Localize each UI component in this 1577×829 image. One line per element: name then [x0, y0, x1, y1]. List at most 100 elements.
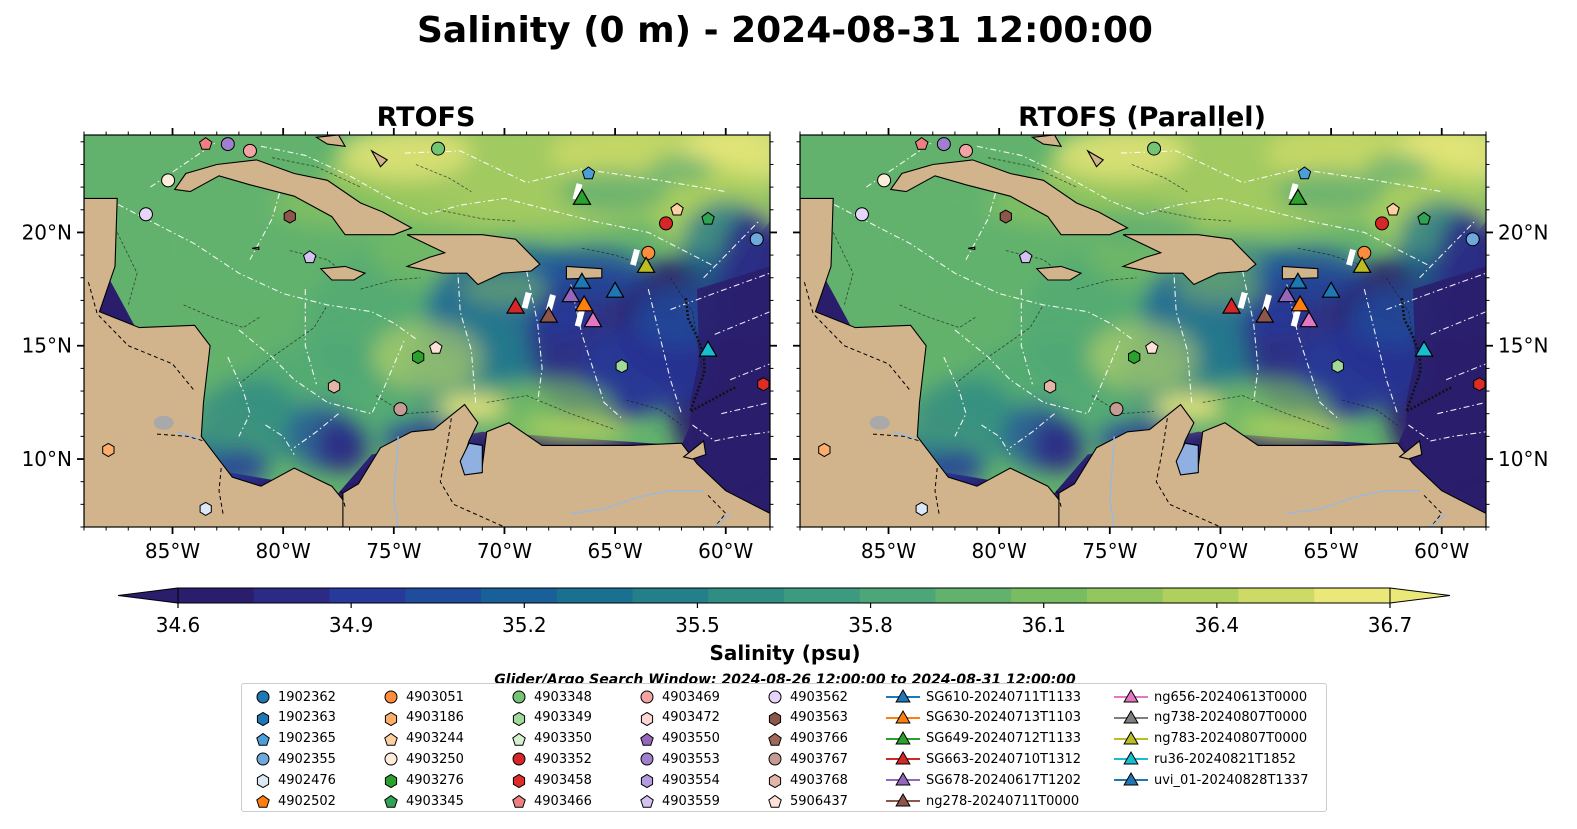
country-border	[1155, 418, 1221, 527]
glider-marker	[698, 340, 718, 357]
argo-float-marker	[701, 211, 715, 225]
eez-boundary	[1386, 272, 1486, 311]
legend-item-float: 4903350	[510, 729, 592, 749]
legend-label: ng656-20240613T0000	[1154, 689, 1308, 705]
eez-boundary	[1363, 288, 1399, 414]
panel-title-right: RTOFS (Parallel)	[1018, 102, 1266, 133]
triangle-marker-icon	[886, 751, 920, 765]
legend-item-glider: ng783-20240807T0000	[1114, 729, 1307, 749]
land-southAmerica	[342, 403, 770, 527]
triangle-marker-icon	[886, 688, 920, 703]
lake-nicaragua	[153, 415, 174, 430]
argo-float-marker	[1417, 211, 1431, 225]
eez-boundary	[227, 356, 251, 437]
bathymetry-contour	[1076, 277, 1137, 290]
river	[393, 436, 399, 527]
bathymetry-contour	[988, 157, 1077, 188]
land-bahamas1	[1030, 135, 1063, 147]
legend-label: 4903350	[534, 731, 592, 747]
legend-label: 4903458	[534, 772, 592, 788]
no-data-patch	[521, 291, 532, 309]
colorbar-segment	[1238, 588, 1315, 603]
legend-item-float: 4903553	[638, 749, 720, 769]
hexagon-marker-icon	[640, 774, 654, 789]
eez-boundary	[1009, 413, 1055, 449]
legend-item-float: 4903562	[766, 687, 848, 707]
argo-float-marker	[670, 202, 684, 216]
argo-float-marker	[581, 166, 596, 180]
argo-float-marker	[102, 442, 115, 458]
colorbar: 34.6 34.9 35.2 35.5 35.8 36.1 36.4 36.7	[117, 587, 1451, 637]
eez-boundary	[293, 413, 339, 449]
colorbar-segment	[178, 588, 255, 603]
colorbar-segment	[859, 588, 936, 603]
x-tick-label: 80°W	[972, 539, 1027, 563]
glider-marker	[1352, 256, 1372, 273]
eez-boundary	[1171, 236, 1193, 403]
river	[1109, 436, 1115, 527]
argo-float-marker	[1043, 379, 1057, 394]
bathymetry-contour	[415, 164, 472, 192]
bathymetry-contour	[183, 304, 262, 329]
argo-float-marker	[198, 136, 213, 150]
no-data-patch	[572, 183, 583, 201]
eez-boundary	[404, 150, 726, 193]
argo-float-marker	[1374, 216, 1389, 231]
triangle-marker-icon	[886, 709, 920, 724]
colorbar-segment	[253, 588, 330, 603]
legend-item-float: 4902355	[254, 749, 336, 769]
triangle-marker-icon	[886, 772, 920, 786]
atlantic-fresh-water	[1406, 266, 1486, 527]
land-trinidad	[682, 439, 707, 460]
country-border	[803, 282, 911, 392]
country-border	[340, 490, 346, 507]
circle-marker-icon	[384, 752, 398, 766]
eez-boundary	[703, 220, 760, 279]
eez-boundary	[238, 329, 406, 415]
no-data-patch	[1346, 248, 1356, 266]
glider-marker	[1288, 272, 1308, 289]
y-tick-label: 10°N	[22, 447, 72, 471]
x-tick-label: 70°W	[1193, 539, 1248, 563]
argo-float-marker	[1145, 340, 1159, 354]
colorbar-tick-label: 36.1	[1021, 613, 1066, 637]
legend-label: 4903250	[406, 751, 464, 767]
no-data-patch	[630, 248, 640, 266]
legend-label: 4903563	[790, 710, 848, 726]
legend-item-float: 1902362	[254, 687, 336, 707]
eez-boundary	[714, 311, 770, 335]
legend-item-glider: SG649-20240712T1133	[886, 729, 1081, 749]
legend-label: 4903550	[662, 731, 720, 747]
river	[570, 490, 704, 515]
argo-float-marker	[1109, 402, 1124, 417]
pentagon-marker-icon	[384, 794, 398, 808]
y-tick-label: 20°N	[22, 220, 72, 244]
land-hispaniola	[1121, 234, 1257, 286]
country-border	[707, 494, 727, 527]
eez-boundary	[647, 288, 683, 414]
argo-float-marker	[161, 173, 176, 188]
eez-boundary	[721, 401, 770, 415]
legend-item-float: 4903469	[638, 687, 720, 707]
land-puertoRico	[565, 265, 603, 280]
pentagon-marker-icon	[768, 732, 782, 746]
legend-label: 4903348	[534, 689, 592, 705]
legend-label: 5906437	[790, 793, 848, 809]
bathymetry-contour	[1131, 164, 1188, 192]
colorbar-segment	[632, 588, 709, 603]
legend-item-float: 4903276	[382, 770, 464, 790]
glider-marker	[1288, 188, 1308, 205]
x-tick-label: 65°W	[1303, 539, 1358, 563]
legend-item-float: 4903563	[766, 708, 848, 728]
lesser-antilles	[1400, 297, 1454, 415]
argo-float-marker	[412, 350, 425, 365]
colorbar-tick-label: 34.6	[156, 613, 201, 637]
hexagon-marker-icon	[384, 774, 398, 789]
colorbar-segment	[556, 588, 633, 603]
colorbar-segment	[1087, 588, 1164, 603]
colorbar-tick-label: 35.8	[848, 613, 893, 637]
legend-label: 4903766	[790, 731, 848, 747]
legend-item-float: 4903554	[638, 770, 720, 790]
legend-item-float: 4903766	[766, 729, 848, 749]
